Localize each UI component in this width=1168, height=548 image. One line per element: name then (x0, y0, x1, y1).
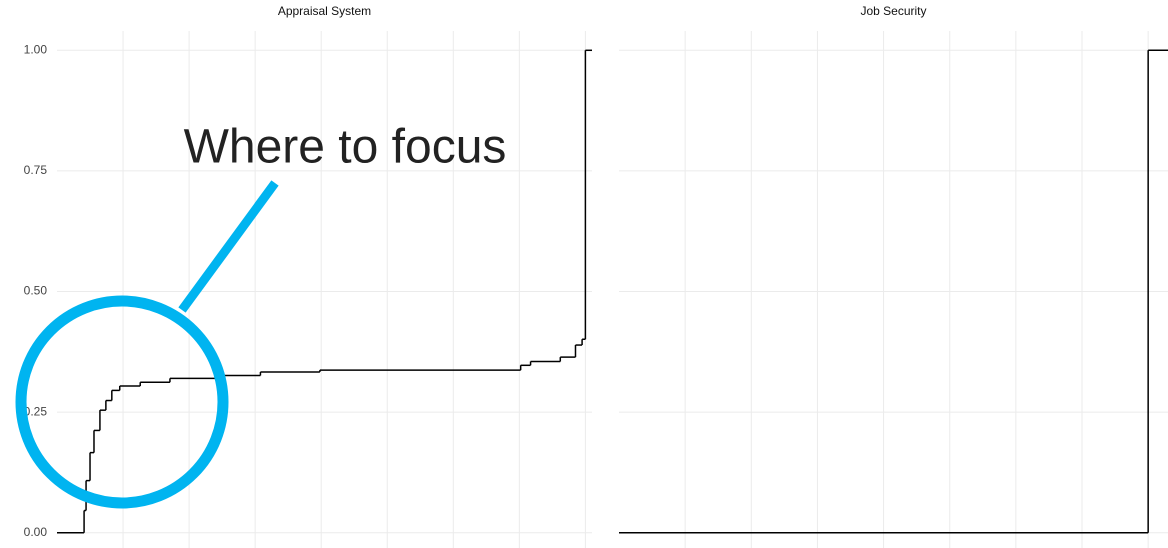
y-tick-label: 0.75 (24, 163, 48, 177)
annotation-text: Where to focus (184, 121, 507, 174)
annotation-pointer (178, 180, 279, 313)
annotation-circle (15, 295, 229, 509)
y-tick-label: 1.00 (24, 42, 48, 56)
panel-title: Appraisal System (278, 4, 371, 18)
y-tick-label: 0.50 (24, 284, 48, 298)
y-tick-label: 0.25 (24, 404, 48, 418)
panel-title: Job Security (860, 4, 926, 18)
y-tick-label: 0.00 (24, 525, 48, 539)
